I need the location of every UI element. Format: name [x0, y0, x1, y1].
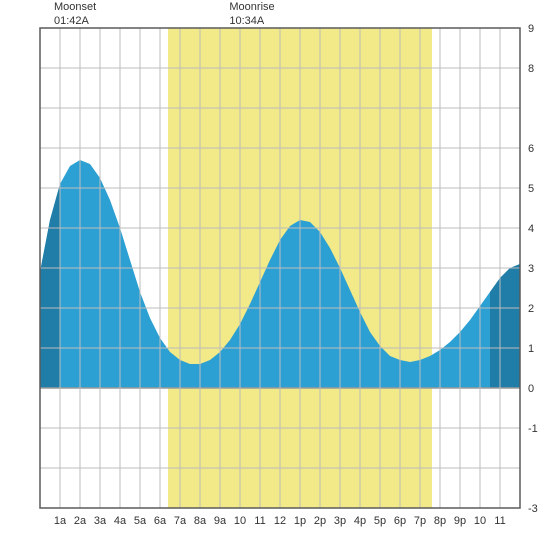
- svg-text:7p: 7p: [414, 515, 426, 527]
- svg-text:5p: 5p: [374, 515, 386, 527]
- svg-text:9a: 9a: [214, 515, 227, 527]
- svg-text:3a: 3a: [94, 515, 107, 527]
- svg-text:5: 5: [528, 183, 534, 195]
- svg-text:6a: 6a: [154, 515, 167, 527]
- moonset-annotation: Moonset 01:42A: [54, 1, 96, 29]
- svg-text:1p: 1p: [294, 515, 306, 527]
- moonrise-title: Moonrise: [229, 1, 274, 15]
- svg-text:6p: 6p: [394, 515, 406, 527]
- svg-text:2: 2: [528, 303, 534, 315]
- moonrise-annotation: Moonrise 10:34A: [229, 1, 274, 29]
- svg-text:12: 12: [274, 515, 286, 527]
- svg-text:11: 11: [254, 515, 265, 527]
- svg-text:2a: 2a: [74, 515, 87, 527]
- svg-text:4p: 4p: [354, 515, 366, 527]
- chart-svg: -3-10123456891a2a3a4a5a6a7a8a9a1011121p2…: [0, 0, 550, 550]
- svg-text:5a: 5a: [134, 515, 147, 527]
- svg-text:10: 10: [234, 515, 246, 527]
- svg-text:8p: 8p: [434, 515, 446, 527]
- svg-text:1: 1: [528, 343, 534, 355]
- moonset-title: Moonset: [54, 1, 96, 15]
- svg-text:0: 0: [528, 383, 534, 395]
- svg-text:3p: 3p: [334, 515, 346, 527]
- svg-text:6: 6: [528, 143, 534, 155]
- svg-text:9: 9: [528, 23, 534, 35]
- svg-text:9p: 9p: [454, 515, 466, 527]
- moonrise-time: 10:34A: [229, 15, 274, 29]
- svg-text:-3: -3: [528, 503, 538, 515]
- tide-chart: -3-10123456891a2a3a4a5a6a7a8a9a1011121p2…: [0, 0, 550, 550]
- svg-text:3: 3: [528, 263, 534, 275]
- svg-text:10: 10: [474, 515, 486, 527]
- svg-text:4: 4: [528, 223, 534, 235]
- moonset-time: 01:42A: [54, 15, 96, 29]
- svg-text:8: 8: [528, 63, 534, 75]
- svg-text:8a: 8a: [194, 515, 207, 527]
- svg-text:4a: 4a: [114, 515, 127, 527]
- svg-text:2p: 2p: [314, 515, 326, 527]
- svg-text:11: 11: [494, 515, 505, 527]
- svg-text:7a: 7a: [174, 515, 187, 527]
- svg-text:1a: 1a: [54, 515, 67, 527]
- svg-text:-1: -1: [528, 423, 538, 435]
